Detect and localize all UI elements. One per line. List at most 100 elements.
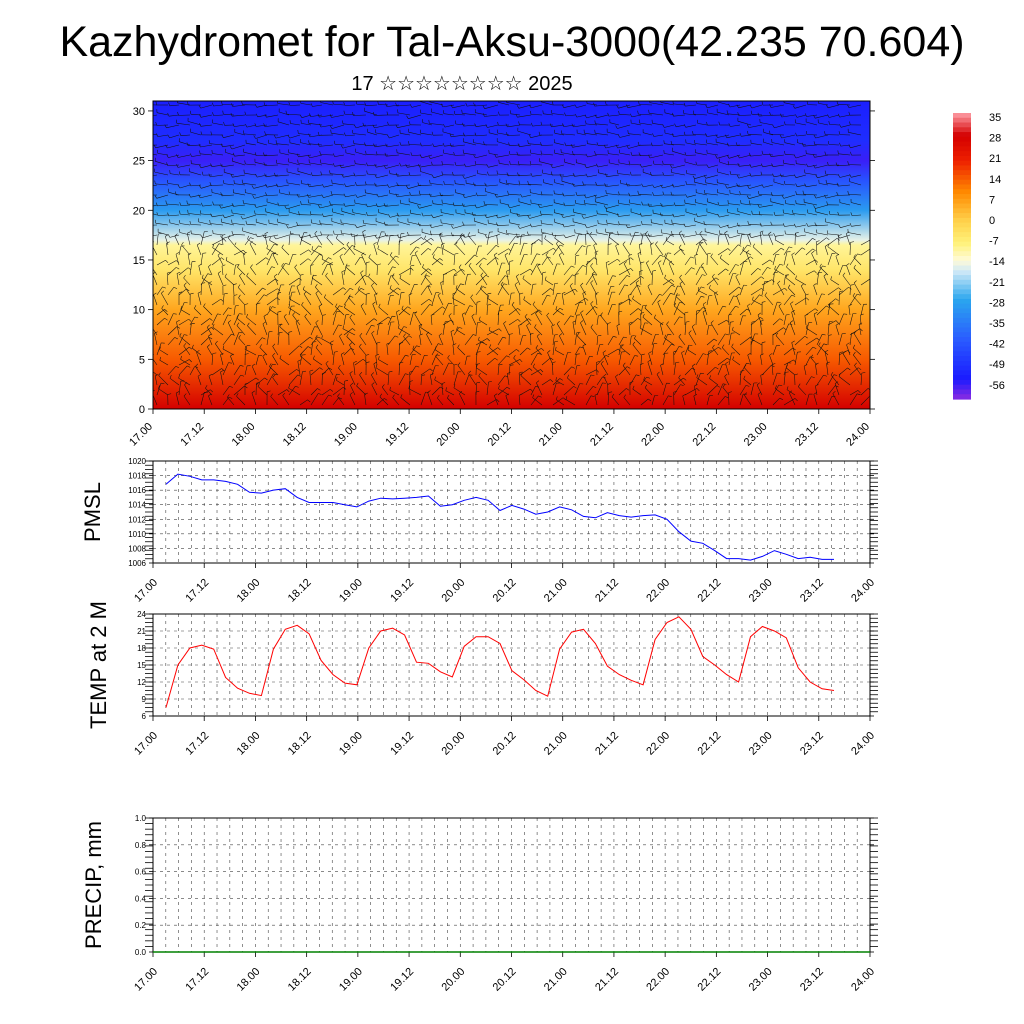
x-tick-label: 19.00 <box>332 421 360 449</box>
wind-barb-flag <box>674 302 677 307</box>
wind-barb-flag <box>559 378 563 381</box>
wind-barb <box>277 389 287 396</box>
wind-barb <box>783 398 796 406</box>
wind-barb <box>805 259 816 266</box>
wind-barb <box>310 388 318 396</box>
wind-barb <box>255 337 263 346</box>
wind-barb-flag <box>422 264 425 268</box>
wind-barb-flag <box>618 110 620 115</box>
wind-barb-flag <box>641 221 643 225</box>
wind-barb <box>806 153 818 156</box>
wind-barb <box>795 122 807 126</box>
wind-barb <box>639 271 642 286</box>
wind-barb <box>398 292 402 306</box>
wind-barb <box>596 315 599 326</box>
wind-barb <box>675 124 686 128</box>
wind-barb-flag <box>478 316 481 321</box>
wind-barb-flag <box>174 337 179 340</box>
wind-barb <box>772 254 777 266</box>
wind-barb-flag <box>684 311 689 314</box>
wind-barb <box>664 223 675 226</box>
wind-barb-flag <box>209 318 213 321</box>
wind-barb <box>179 184 191 189</box>
wind-barb <box>346 244 356 256</box>
wind-barb <box>552 293 558 306</box>
wind-barb <box>565 399 576 406</box>
wind-barb-flag <box>872 239 874 242</box>
wind-barb-flag <box>273 235 277 240</box>
wind-barb-flag <box>418 222 420 226</box>
wind-barb <box>630 211 642 216</box>
wind-barb <box>339 256 345 266</box>
wind-barb-flag <box>263 152 265 156</box>
wind-barb-flag <box>747 130 749 135</box>
wind-barb-flag <box>343 202 346 207</box>
wind-barb <box>372 303 378 316</box>
wind-barb-flag <box>461 203 464 207</box>
wind-barb-flag <box>210 213 213 217</box>
wind-barb <box>830 374 840 386</box>
wind-barb-flag <box>255 113 258 117</box>
wind-barb-flag <box>282 392 286 396</box>
wind-barb <box>441 383 444 396</box>
wind-barb <box>508 359 521 366</box>
series-line <box>165 616 835 708</box>
wind-barb <box>155 222 169 226</box>
wind-barb <box>706 385 718 396</box>
wind-barb <box>529 334 532 346</box>
wind-barb-flag <box>697 287 700 291</box>
wind-barb <box>786 266 796 276</box>
wind-barb <box>196 352 202 366</box>
wind-barb-flag <box>307 154 310 159</box>
wind-barb-flag <box>678 346 683 348</box>
wind-barb-flag <box>341 173 344 178</box>
wind-barb-flag <box>682 393 686 397</box>
wind-barb <box>794 335 805 346</box>
wind-barb-flag <box>165 200 167 205</box>
wind-barb <box>830 279 840 286</box>
wind-barb-flag <box>509 333 513 335</box>
wind-barb-flag <box>545 252 549 256</box>
wind-barb <box>236 325 246 336</box>
wind-barb <box>607 286 612 296</box>
wind-barb <box>442 302 449 316</box>
wind-barb <box>530 348 542 356</box>
wind-barb-flag <box>199 185 202 189</box>
wind-barb-flag <box>177 111 179 116</box>
wind-barb-flag <box>344 132 346 136</box>
wind-barb <box>331 221 345 226</box>
wind-barb <box>772 384 780 396</box>
wind-barb <box>796 234 807 237</box>
wind-barb <box>431 306 443 316</box>
wind-barb <box>167 326 178 336</box>
wind-barb-flag <box>298 277 302 281</box>
wind-barb <box>563 315 571 326</box>
wind-barb <box>727 184 741 189</box>
wind-barb <box>761 365 772 376</box>
wind-barb <box>189 366 195 376</box>
wind-barb <box>537 266 543 276</box>
wind-barb <box>593 245 598 256</box>
wind-barb-flag <box>159 346 161 350</box>
wind-barb-flag <box>196 350 200 353</box>
wind-barb <box>849 181 862 186</box>
wind-barb-flag <box>849 222 852 227</box>
wind-barb <box>153 204 158 207</box>
wind-barb-flag <box>176 164 179 168</box>
wind-barb-flag <box>378 356 380 360</box>
wind-barb-flag <box>223 180 225 184</box>
wind-barb-flag <box>847 367 851 371</box>
wind-barb <box>368 276 378 286</box>
wind-barb-flag <box>787 284 791 288</box>
wind-barb <box>784 142 796 146</box>
wind-barb-flag <box>682 233 685 238</box>
wind-barb <box>751 234 763 238</box>
wind-barb-flag <box>494 193 497 198</box>
wind-barb-flag <box>155 374 159 377</box>
wind-barb-flag <box>312 341 317 343</box>
wind-barb <box>763 132 774 136</box>
wind-barb <box>489 153 499 156</box>
colorbar-label: -42 <box>989 339 1005 351</box>
y-tick-label: 0 <box>139 404 145 416</box>
wind-barb <box>281 247 290 256</box>
